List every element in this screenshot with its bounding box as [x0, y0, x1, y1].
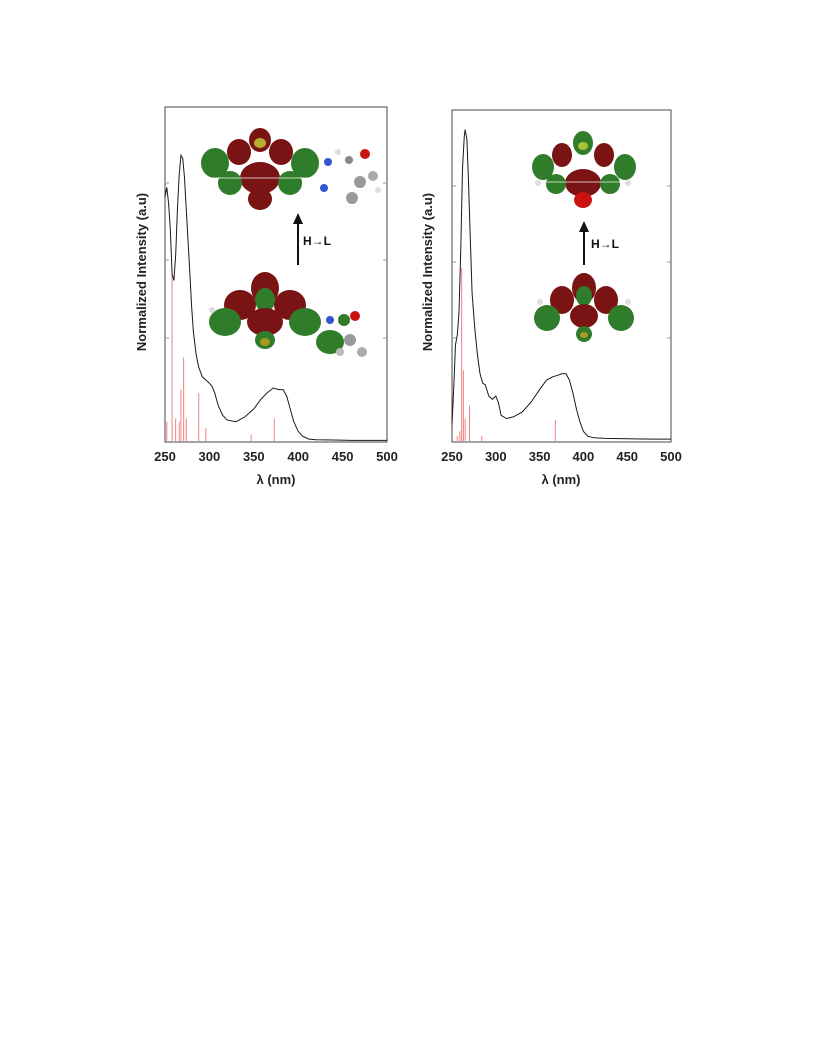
x-axis-label: λ (nm): [257, 472, 296, 487]
x-tick-label: 450: [332, 449, 354, 464]
x-tick-label: 250: [154, 449, 176, 464]
chart-panel-left: 250 300 350 400 450 500 λ (nm) Normalized Int…: [134, 106, 398, 487]
y-axis-ticks: [452, 185, 671, 339]
x-tick-label: 500: [376, 449, 398, 464]
x-tick-label: 300: [199, 449, 221, 464]
transition-label: H→L: [591, 237, 619, 251]
transition-arrow: [579, 221, 589, 265]
plot-frame: [164, 106, 388, 443]
x-axis-label: λ (nm): [542, 472, 581, 487]
x-tick-label: 350: [529, 449, 551, 464]
orbital-lumo-illustration: [532, 131, 636, 208]
plot-frame: [451, 109, 672, 443]
x-tick-label: 300: [485, 449, 507, 464]
x-tick-label: 350: [243, 449, 265, 464]
x-tick-label: 450: [616, 449, 638, 464]
x-tick-label: 400: [573, 449, 595, 464]
orbital-lumo-illustration: [200, 128, 381, 210]
transition-label: H→L: [303, 234, 331, 248]
stick-spectrum: [456, 267, 556, 441]
x-tick-labels: 250 300 350 400 450 500: [441, 449, 682, 464]
x-tick-labels: 250 300 350 400 450 500: [154, 449, 398, 464]
y-axis-label: Normalized Intensity (a.u): [420, 193, 435, 351]
transition-arrow: [293, 213, 303, 265]
orbital-homo-illustration: [209, 272, 367, 357]
chart-panel-right: 250 300 350 400 450 500 λ (nm) Normalized Int…: [420, 109, 682, 487]
orbital-homo-illustration: [534, 273, 634, 342]
x-tick-label: 500: [660, 449, 682, 464]
stick-spectrum: [166, 274, 275, 441]
y-axis-label: Normalized Intensity (a.u): [134, 193, 149, 351]
absorption-curve: [451, 129, 671, 440]
x-tick-label: 400: [287, 449, 309, 464]
absorption-curve: [164, 153, 387, 441]
y-axis-ticks: [165, 182, 387, 339]
x-tick-label: 250: [441, 449, 463, 464]
